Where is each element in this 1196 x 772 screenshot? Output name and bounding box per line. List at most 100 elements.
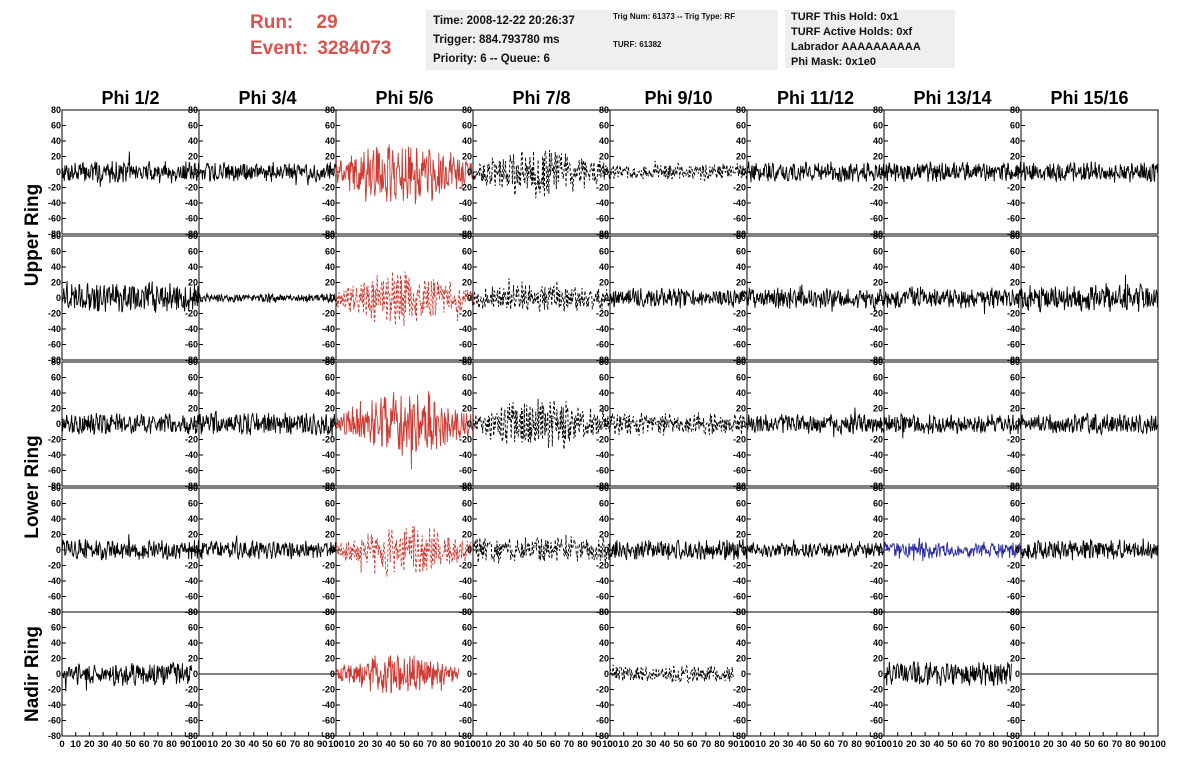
- y-tick-label: -20: [733, 561, 746, 571]
- panel-frame: [472, 109, 611, 235]
- x-tick-label: 50: [1084, 739, 1095, 750]
- y-tick-label: -80: [1007, 481, 1020, 491]
- y-tick-label: -60: [322, 214, 335, 224]
- y-tick-label: 60: [325, 247, 335, 257]
- y-tick-label: 0: [741, 419, 746, 429]
- y-tick-label: -60: [322, 466, 335, 476]
- ring-label: Upper Ring: [22, 184, 43, 286]
- x-tick-label: 50: [810, 739, 821, 750]
- y-tick-label: 20: [462, 404, 472, 414]
- y-tick-label: -60: [185, 466, 198, 476]
- y-tick-label: -60: [322, 592, 335, 602]
- y-tick-label: -60: [1007, 340, 1020, 350]
- y-tick-label: 20: [1010, 530, 1020, 540]
- y-tick-label: -40: [733, 700, 746, 710]
- y-tick-label: 20: [51, 278, 61, 288]
- y-tick-label: 80: [188, 483, 198, 493]
- y-tick-label: 0: [193, 293, 198, 303]
- y-tick-label: -80: [870, 355, 883, 365]
- panel-frame: [746, 611, 885, 737]
- event-value: 3284073: [317, 38, 392, 59]
- x-tick-label: 80: [440, 739, 451, 750]
- x-tick-label: 90: [728, 739, 739, 750]
- run-event-block: Run: 29 Event: 3284073: [250, 10, 420, 62]
- y-tick-label: -80: [596, 229, 609, 239]
- y-tick-label: 20: [462, 530, 472, 540]
- x-tick-label: 60: [139, 739, 150, 750]
- y-tick-label: 80: [873, 357, 883, 367]
- y-tick-label: 0: [604, 669, 609, 679]
- waveform-trace: [883, 412, 1022, 439]
- x-tick-label: 20: [84, 739, 95, 750]
- y-tick-label: 80: [325, 483, 335, 493]
- y-tick-label: -20: [48, 183, 61, 193]
- y-tick-label: -40: [48, 576, 61, 586]
- x-tick-label: 50: [125, 739, 136, 750]
- y-tick-label: 60: [736, 121, 746, 131]
- y-tick-label: 40: [188, 388, 198, 398]
- y-tick-label: -80: [185, 481, 198, 491]
- y-tick-label: 0: [56, 545, 61, 555]
- y-tick-label: -20: [870, 183, 883, 193]
- y-tick-label: 20: [51, 654, 61, 664]
- y-tick-label: 20: [188, 530, 198, 540]
- panel-frame: [472, 611, 611, 737]
- y-tick-label: -80: [459, 481, 472, 491]
- x-tick-label: 40: [660, 739, 671, 750]
- y-tick-label: -60: [459, 340, 472, 350]
- y-tick-label: -60: [733, 466, 746, 476]
- waveform-trace: [472, 534, 611, 564]
- x-tick-label: 30: [1057, 739, 1068, 750]
- x-tick-label: 60: [824, 739, 835, 750]
- y-tick-label: 40: [1010, 388, 1020, 398]
- y-tick-label: 20: [325, 530, 335, 540]
- y-tick-label: -60: [1007, 716, 1020, 726]
- y-tick-label: 80: [599, 607, 609, 617]
- y-tick-label: -80: [185, 229, 198, 239]
- y-tick-label: -20: [185, 435, 198, 445]
- y-tick-label: -80: [48, 481, 61, 491]
- x-tick-label: 30: [509, 739, 520, 750]
- y-tick-label: -20: [733, 435, 746, 445]
- turf-text: TURF: 61382: [613, 40, 662, 49]
- y-tick-label: 80: [1010, 105, 1020, 115]
- waveform-trace: [609, 160, 748, 182]
- y-tick-label: 60: [325, 623, 335, 633]
- y-tick-label: 60: [736, 623, 746, 633]
- y-tick-label: 40: [1010, 514, 1020, 524]
- y-tick-label: -40: [1007, 576, 1020, 586]
- y-tick-label: 0: [741, 545, 746, 555]
- y-tick-label: 0: [878, 293, 883, 303]
- y-tick-label: -40: [322, 700, 335, 710]
- y-tick-label: -20: [185, 685, 198, 695]
- x-tick-label: 90: [865, 739, 876, 750]
- y-tick-label: -60: [48, 466, 61, 476]
- y-tick-label: -40: [185, 700, 198, 710]
- y-tick-label: 80: [1010, 483, 1020, 493]
- x-tick-label: 10: [344, 739, 355, 750]
- y-tick-label: 80: [325, 607, 335, 617]
- y-tick-label: 40: [599, 136, 609, 146]
- x-tick-label: 50: [947, 739, 958, 750]
- y-tick-label: -40: [459, 576, 472, 586]
- x-tick-label: 20: [1043, 739, 1054, 750]
- y-tick-label: 20: [599, 530, 609, 540]
- y-tick-label: -20: [596, 309, 609, 319]
- y-tick-label: 40: [873, 136, 883, 146]
- x-tick-label: 70: [1112, 739, 1123, 750]
- y-tick-label: 40: [1010, 262, 1020, 272]
- x-tick-label: 60: [961, 739, 972, 750]
- y-tick-label: 60: [873, 121, 883, 131]
- y-tick-label: -40: [322, 450, 335, 460]
- panel-frame: [609, 109, 748, 235]
- y-tick-label: 0: [1015, 167, 1020, 177]
- waveform-trace: [335, 391, 474, 470]
- y-tick-label: -80: [322, 355, 335, 365]
- y-tick-label: -40: [322, 198, 335, 208]
- y-tick-label: -20: [733, 309, 746, 319]
- column-title: Phi 1/2: [101, 88, 159, 108]
- x-tick-label: 90: [1139, 739, 1150, 750]
- y-tick-label: -80: [185, 355, 198, 365]
- x-tick-label: 60: [276, 739, 287, 750]
- y-tick-label: -80: [322, 731, 335, 741]
